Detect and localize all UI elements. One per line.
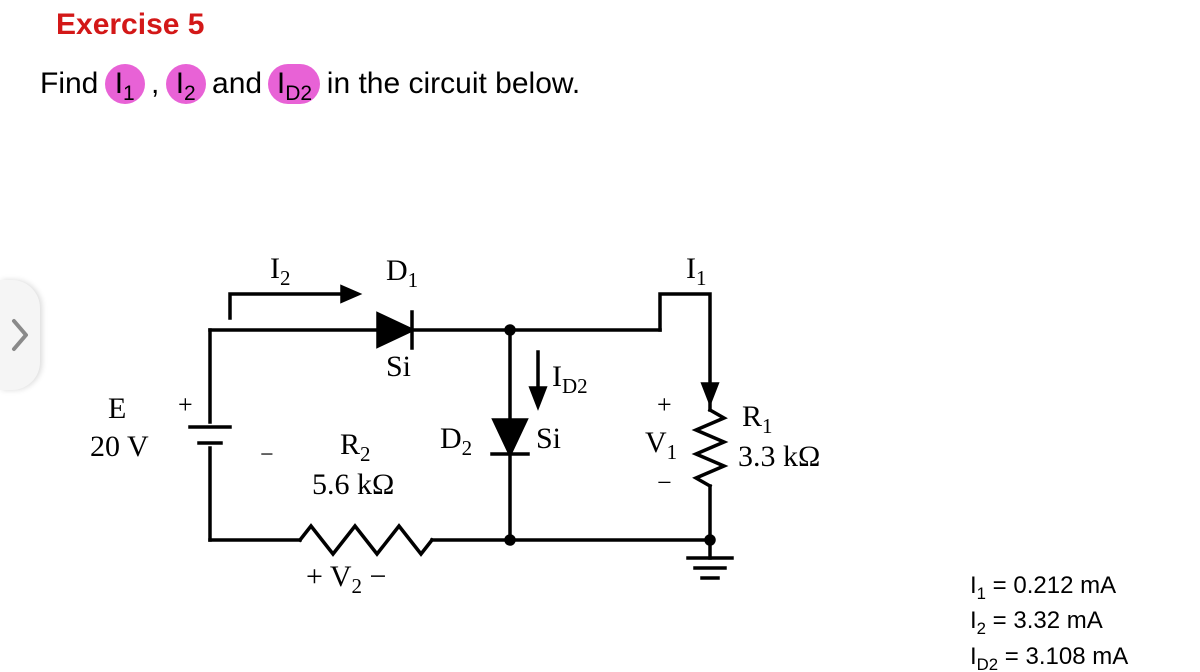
target-I1-sub: 1 — [123, 82, 135, 105]
target-I1-sym: I — [115, 67, 123, 100]
source-value: 20 V — [90, 430, 149, 464]
answer-line-3: ID2 = 3.108 mA — [970, 641, 1128, 672]
label-R1-value: 3.3 kΩ — [738, 440, 820, 474]
exercise-title: Exercise 5 — [56, 8, 204, 42]
label-D2-name: D2 — [440, 422, 472, 461]
label-R2: R2 — [340, 428, 371, 467]
chevron-right-icon — [10, 317, 30, 353]
label-R1: R1 — [742, 400, 773, 439]
label-V1-plus: + — [657, 390, 672, 420]
prompt-prefix: Find — [40, 67, 107, 100]
circuit-diagram: + E 20 V − I2 D1 Si ID2 D2 Si I1 + V1 − — [90, 250, 880, 630]
label-I1: I1 — [686, 252, 707, 291]
source-name: E — [108, 392, 126, 426]
label-D2-type: Si — [536, 422, 561, 456]
source-minus: − — [260, 442, 274, 469]
target-I2-sym: I — [176, 67, 184, 100]
target-I1: I1 — [105, 64, 145, 104]
source-plus: + — [178, 390, 193, 420]
label-V1-minus: − — [657, 468, 672, 498]
label-R2-value: 5.6 kΩ — [312, 468, 394, 502]
target-ID2-sym: I — [277, 67, 285, 100]
label-D1-type: Si — [386, 350, 411, 384]
label-V2: + V2 − — [306, 560, 386, 599]
prompt-suffix: in the circuit below. — [318, 67, 580, 100]
joiner-1: and — [204, 67, 271, 100]
label-ID2: ID2 — [552, 360, 588, 399]
exercise-prompt: Find I1 , I2 and ID2 in the circuit belo… — [40, 64, 580, 104]
target-ID2: ID2 — [268, 64, 320, 104]
target-I2: I2 — [166, 64, 206, 104]
nav-chevron-tab[interactable] — [0, 280, 40, 390]
target-I2-sub: 2 — [184, 82, 196, 105]
answers-block: I1 = 0.212 mA I2 = 3.32 mA ID2 = 3.108 m… — [970, 570, 1128, 672]
page: Exercise 5 Find I1 , I2 and ID2 in the c… — [0, 0, 1200, 672]
label-D1: D1 — [386, 254, 418, 293]
joiner-0: , — [143, 67, 168, 100]
answer-line-2: I2 = 3.32 mA — [970, 605, 1128, 640]
label-V1: V1 — [645, 426, 677, 465]
label-I2: I2 — [270, 252, 291, 291]
answer-line-1: I1 = 0.212 mA — [970, 570, 1128, 605]
target-ID2-sub: D2 — [285, 82, 312, 105]
